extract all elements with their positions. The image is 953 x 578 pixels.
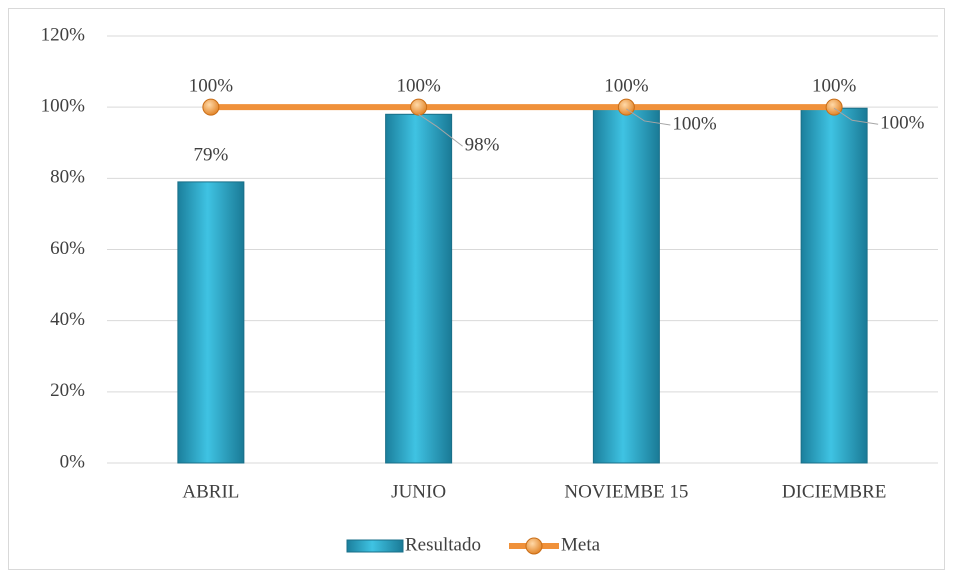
line-marker [825, 98, 843, 116]
bar [800, 107, 868, 464]
y-tick-label: 0% [60, 451, 86, 472]
y-tick-label: 80% [50, 167, 85, 188]
data-label: 100% [396, 76, 441, 97]
line-marker [410, 98, 428, 116]
x-tick-label: DICIEMBRE [782, 481, 887, 502]
legend-label: Meta [561, 534, 601, 555]
y-tick-label: 20% [50, 380, 85, 401]
x-tick-label: JUNIO [391, 481, 446, 502]
bar [385, 113, 453, 464]
data-label: 100% [604, 76, 649, 97]
bar [592, 108, 660, 464]
data-label: 98% [465, 135, 500, 156]
line-marker [202, 98, 220, 116]
chart-border [8, 8, 945, 570]
data-label: 100% [812, 76, 857, 97]
legend-swatch [525, 537, 543, 555]
legend-swatch [346, 539, 404, 553]
x-tick-label: NOVIEMBE 15 [564, 481, 688, 502]
y-tick-label: 100% [41, 96, 86, 117]
x-tick-label: ABRIL [182, 481, 239, 502]
data-label: 100% [672, 113, 717, 134]
leader-line [833, 107, 879, 125]
y-tick-label: 60% [50, 238, 85, 259]
data-label: 100% [189, 76, 234, 97]
leader-line [418, 113, 463, 147]
bar [177, 181, 245, 464]
data-label: 79% [193, 144, 228, 165]
data-label: 100% [880, 113, 925, 134]
y-tick-label: 40% [50, 309, 85, 330]
y-tick-label: 120% [41, 24, 86, 45]
leader-line [626, 108, 671, 126]
legend-label: Resultado [405, 534, 481, 555]
